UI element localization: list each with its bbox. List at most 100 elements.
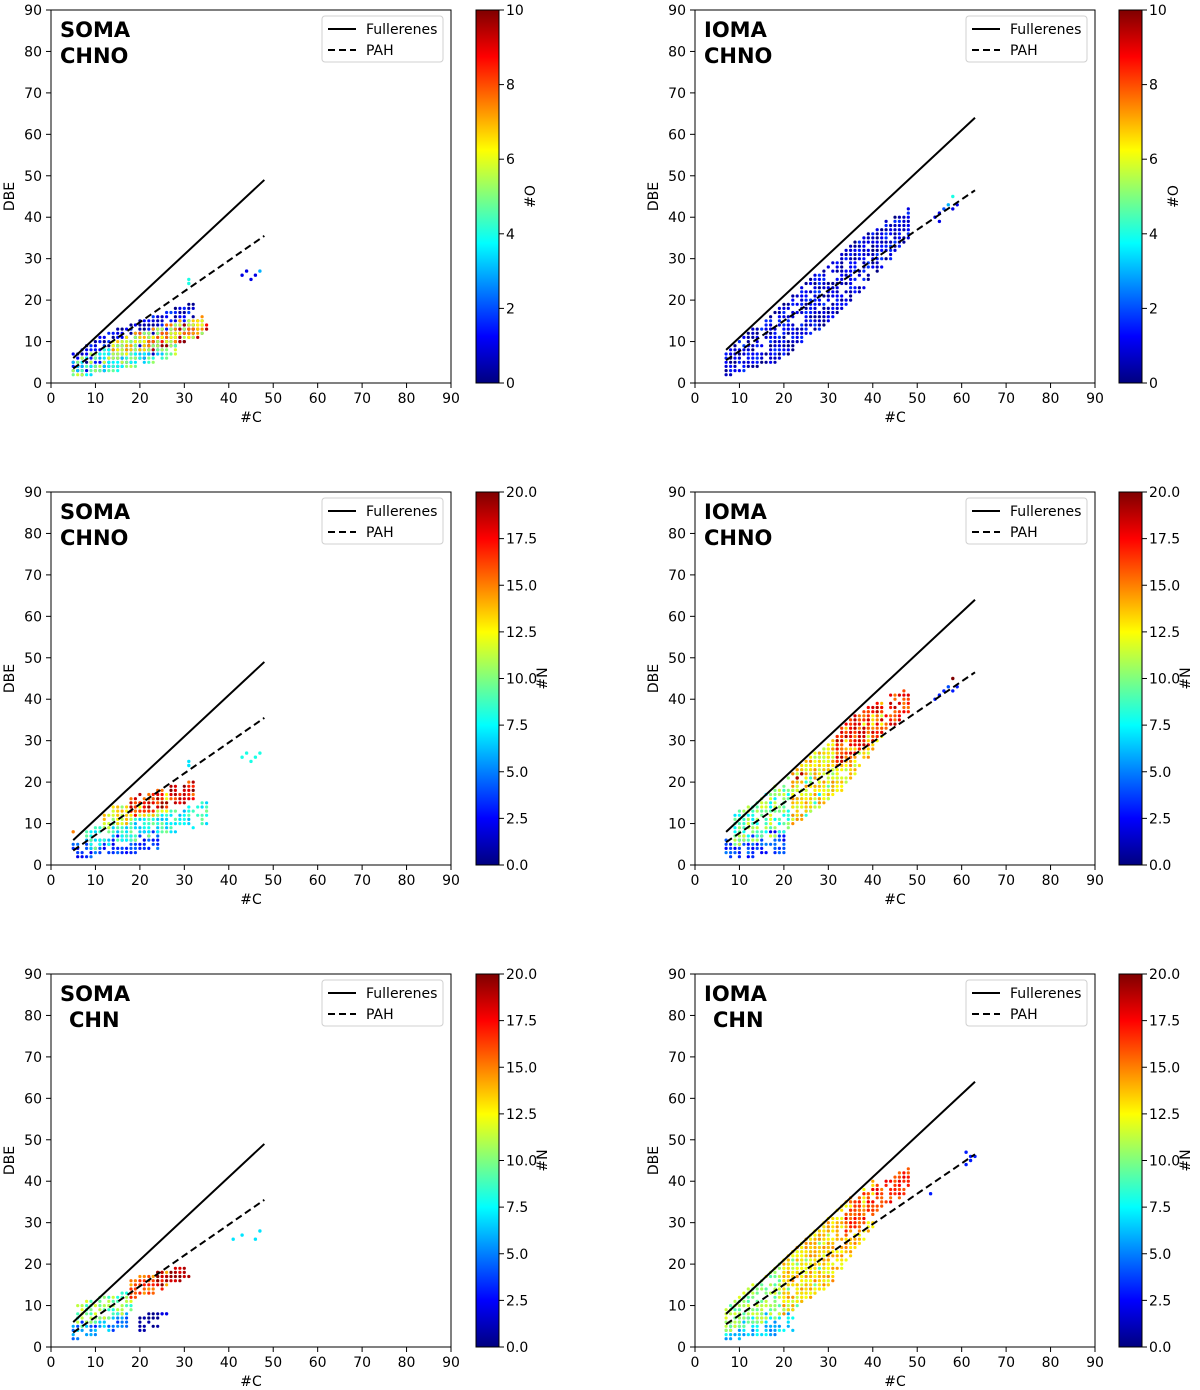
data-point [817, 1250, 822, 1254]
x-tick-label: 20 [131, 1355, 149, 1371]
data-point [182, 315, 186, 319]
data-point [800, 340, 804, 344]
panel-title-line: CHNO [704, 526, 772, 550]
data-point [182, 1274, 186, 1279]
data-point [746, 1304, 750, 1308]
data-point [822, 1283, 826, 1287]
data-point [822, 763, 826, 768]
data-point [897, 701, 902, 706]
data-point [875, 248, 879, 252]
panel-3: 0 10 20 30 40 50 60 70 80 900102030405060708090#C… [2, 485, 551, 908]
data-point [160, 822, 164, 826]
data-point [831, 739, 835, 743]
data-point [156, 323, 160, 327]
data-point [822, 780, 826, 784]
data-point [173, 340, 177, 344]
colorbar-label: #N [535, 1149, 551, 1171]
data-point [897, 1187, 902, 1192]
data-point [849, 734, 853, 739]
y-tick-label: 10 [668, 335, 686, 351]
data-point [760, 809, 764, 813]
data-point [795, 805, 799, 809]
data-point [111, 344, 115, 348]
data-point [809, 290, 813, 294]
data-point [857, 1212, 862, 1216]
x-tick-label: 60 [953, 1355, 971, 1371]
data-point [165, 805, 169, 809]
data-point [800, 1291, 804, 1295]
data-point [813, 1245, 817, 1250]
data-point [746, 352, 750, 356]
data-point [773, 1333, 777, 1337]
data-point [764, 327, 768, 331]
data-point [742, 1320, 746, 1324]
data-point [764, 335, 768, 339]
data-point [884, 219, 888, 223]
data-point [773, 834, 777, 838]
data-point [160, 817, 164, 822]
data-point [831, 792, 835, 797]
data-point [733, 1324, 737, 1328]
data-point [85, 1304, 89, 1308]
data-point [853, 1200, 857, 1204]
data-point [849, 1200, 853, 1204]
data-point [755, 1304, 759, 1308]
colorbar-tick-label: 10 [1149, 3, 1167, 19]
data-point [893, 228, 897, 232]
data-point [138, 830, 142, 834]
data-point [120, 826, 124, 830]
data-point [853, 747, 857, 751]
data-point [809, 801, 813, 805]
data-point [116, 830, 120, 834]
data-point [760, 846, 764, 851]
x-tick-label: 80 [398, 873, 416, 889]
data-point [804, 1266, 808, 1270]
data-point [742, 1333, 746, 1337]
data-point [116, 348, 120, 352]
data-point [760, 1283, 764, 1287]
x-tick-label: 50 [908, 873, 926, 889]
data-point [809, 1254, 813, 1258]
data-point [795, 809, 799, 813]
data-point [107, 826, 111, 830]
data-point [813, 1279, 817, 1283]
data-point [809, 1250, 813, 1254]
data-point [831, 1270, 835, 1274]
data-point [853, 763, 857, 768]
y-axis-label: DBE [2, 1146, 18, 1175]
data-point [71, 373, 75, 377]
data-point [733, 369, 737, 373]
data-point [182, 331, 186, 335]
data-point [85, 1333, 89, 1337]
data-point [946, 203, 950, 207]
data-point [142, 360, 146, 364]
data-point [849, 298, 853, 302]
colorbar-tick-label: 5.0 [1149, 765, 1171, 781]
data-point [826, 1221, 830, 1225]
y-tick-label: 70 [668, 86, 686, 102]
y-tick-label: 0 [677, 858, 686, 874]
data-point [862, 236, 866, 240]
data-point [773, 1299, 777, 1303]
data-point [182, 335, 186, 339]
data-point [786, 1279, 790, 1283]
data-point [889, 252, 893, 257]
data-point [875, 714, 879, 718]
data-point [129, 352, 133, 356]
y-tick-label: 70 [24, 568, 42, 584]
data-point [853, 718, 857, 722]
data-point [111, 352, 115, 356]
data-point [182, 809, 186, 813]
data-point [742, 834, 746, 838]
data-point [813, 801, 817, 805]
data-point [165, 356, 169, 360]
data-point [89, 1308, 93, 1312]
data-point [884, 722, 888, 726]
data-point [809, 1270, 813, 1274]
data-point [866, 751, 870, 755]
data-point [160, 1283, 164, 1287]
data-point [809, 1295, 813, 1299]
data-point [111, 1308, 115, 1312]
data-point [160, 792, 164, 797]
data-point [160, 826, 164, 830]
